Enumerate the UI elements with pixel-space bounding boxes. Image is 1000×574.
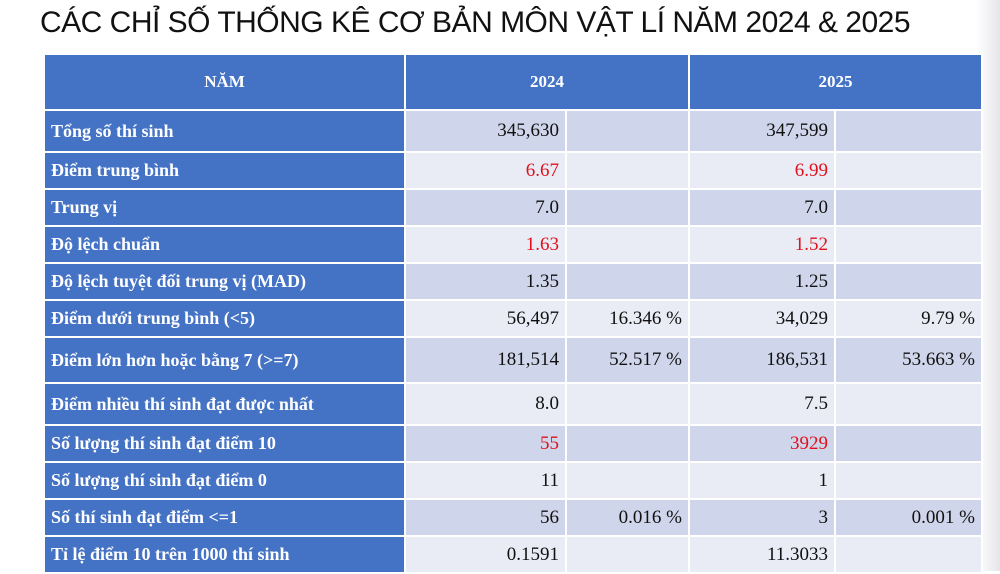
header-year-label: NĂM xyxy=(43,53,406,111)
value-2025: 6.99 xyxy=(688,151,836,190)
row-label: Trung vị xyxy=(43,188,406,227)
table-row: Số lượng thí sinh đạt điểm 10 55 3929 xyxy=(43,424,983,463)
row-label: Điểm dưới trung bình (<5) xyxy=(43,299,406,338)
row-label: Điểm lớn hơn hoặc bằng 7 (>=7) xyxy=(43,336,406,384)
value-2025: 3929 xyxy=(688,424,836,463)
row-label: Điểm nhiều thí sinh đạt được nhất xyxy=(43,382,406,426)
percent-2024 xyxy=(565,262,690,301)
value-2024: 1.35 xyxy=(404,262,567,301)
percent-2025 xyxy=(834,382,983,426)
value-2024: 56 xyxy=(404,498,567,537)
table-body: Tổng số thí sinh 345,630 347,599 Điểm trung… xyxy=(43,109,983,574)
table-row: Điểm dưới trung bình (<5) 56,497 16.346 % 3… xyxy=(43,299,983,338)
percent-2025 xyxy=(834,262,983,301)
value-2025: 186,531 xyxy=(688,336,836,384)
percent-2024: 16.346 % xyxy=(565,299,690,338)
percent-2025 xyxy=(834,424,983,463)
header-year-2025: 2025 xyxy=(688,53,983,111)
percent-2025 xyxy=(834,225,983,264)
percent-2024 xyxy=(565,109,690,153)
value-2025: 1.25 xyxy=(688,262,836,301)
table-row: Tỉ lệ điểm 10 trên 1000 thí sinh 0.1591 11… xyxy=(43,535,983,574)
percent-2024 xyxy=(565,461,690,500)
percent-2025: 53.663 % xyxy=(834,336,983,384)
table-row: Điểm trung bình 6.67 6.99 xyxy=(43,151,983,190)
row-label: Tổng số thí sinh xyxy=(43,109,406,153)
percent-2024 xyxy=(565,188,690,227)
value-2024: 55 xyxy=(404,424,567,463)
value-2024: 181,514 xyxy=(404,336,567,384)
table-row: Điểm lớn hơn hoặc bằng 7 (>=7) 181,514 52.… xyxy=(43,336,983,384)
table-row: Trung vị 7.0 7.0 xyxy=(43,188,983,227)
percent-2025 xyxy=(834,151,983,190)
value-2024: 8.0 xyxy=(404,382,567,426)
row-label: Độ lệch chuẩn xyxy=(43,225,406,264)
value-2024: 7.0 xyxy=(404,188,567,227)
percent-2024: 52.517 % xyxy=(565,336,690,384)
value-2025: 7.0 xyxy=(688,188,836,227)
percent-2025: 9.79 % xyxy=(834,299,983,338)
percent-2024: 0.016 % xyxy=(565,498,690,537)
table-row: Độ lệch chuẩn 1.63 1.52 xyxy=(43,225,983,264)
percent-2024 xyxy=(565,225,690,264)
percent-2025 xyxy=(834,188,983,227)
row-label: Tỉ lệ điểm 10 trên 1000 thí sinh xyxy=(43,535,406,574)
table-row: Điểm nhiều thí sinh đạt được nhất 8.0 7.5 xyxy=(43,382,983,426)
header-year-2024: 2024 xyxy=(404,53,690,111)
table-row: Số lượng thí sinh đạt điểm 0 11 1 xyxy=(43,461,983,500)
value-2025: 1 xyxy=(688,461,836,500)
percent-2024 xyxy=(565,535,690,574)
row-label: Độ lệch tuyệt đối trung vị (MAD) xyxy=(43,262,406,301)
percent-2024 xyxy=(565,382,690,426)
value-2024: 345,630 xyxy=(404,109,567,153)
percent-2025: 0.001 % xyxy=(834,498,983,537)
percent-2024 xyxy=(565,424,690,463)
table-row: Số thí sinh đạt điểm <=1 56 0.016 % 3 0.001 … xyxy=(43,498,983,537)
percent-2024 xyxy=(565,151,690,190)
row-label: Điểm trung bình xyxy=(43,151,406,190)
statistics-table: NĂM 2024 2025 Tổng số thí sinh 345,630 347… xyxy=(43,53,983,574)
row-label: Số lượng thí sinh đạt điểm 0 xyxy=(43,461,406,500)
table-row: Tổng số thí sinh 345,630 347,599 xyxy=(43,109,983,153)
percent-2025 xyxy=(834,109,983,153)
value-2024: 1.63 xyxy=(404,225,567,264)
table-header-row: NĂM 2024 2025 xyxy=(43,53,983,111)
value-2025: 1.52 xyxy=(688,225,836,264)
value-2024: 6.67 xyxy=(404,151,567,190)
row-label: Số lượng thí sinh đạt điểm 10 xyxy=(43,424,406,463)
value-2025: 7.5 xyxy=(688,382,836,426)
value-2025: 347,599 xyxy=(688,109,836,153)
percent-2025 xyxy=(834,535,983,574)
value-2025: 34,029 xyxy=(688,299,836,338)
value-2024: 11 xyxy=(404,461,567,500)
table-row: Độ lệch tuyệt đối trung vị (MAD) 1.35 1.25 xyxy=(43,262,983,301)
value-2024: 0.1591 xyxy=(404,535,567,574)
value-2025: 3 xyxy=(688,498,836,537)
value-2024: 56,497 xyxy=(404,299,567,338)
percent-2025 xyxy=(834,461,983,500)
value-2025: 11.3033 xyxy=(688,535,836,574)
page-title: CÁC CHỈ SỐ THỐNG KÊ CƠ BẢN MÔN VẬT LÍ NĂ… xyxy=(40,6,911,39)
row-label: Số thí sinh đạt điểm <=1 xyxy=(43,498,406,537)
